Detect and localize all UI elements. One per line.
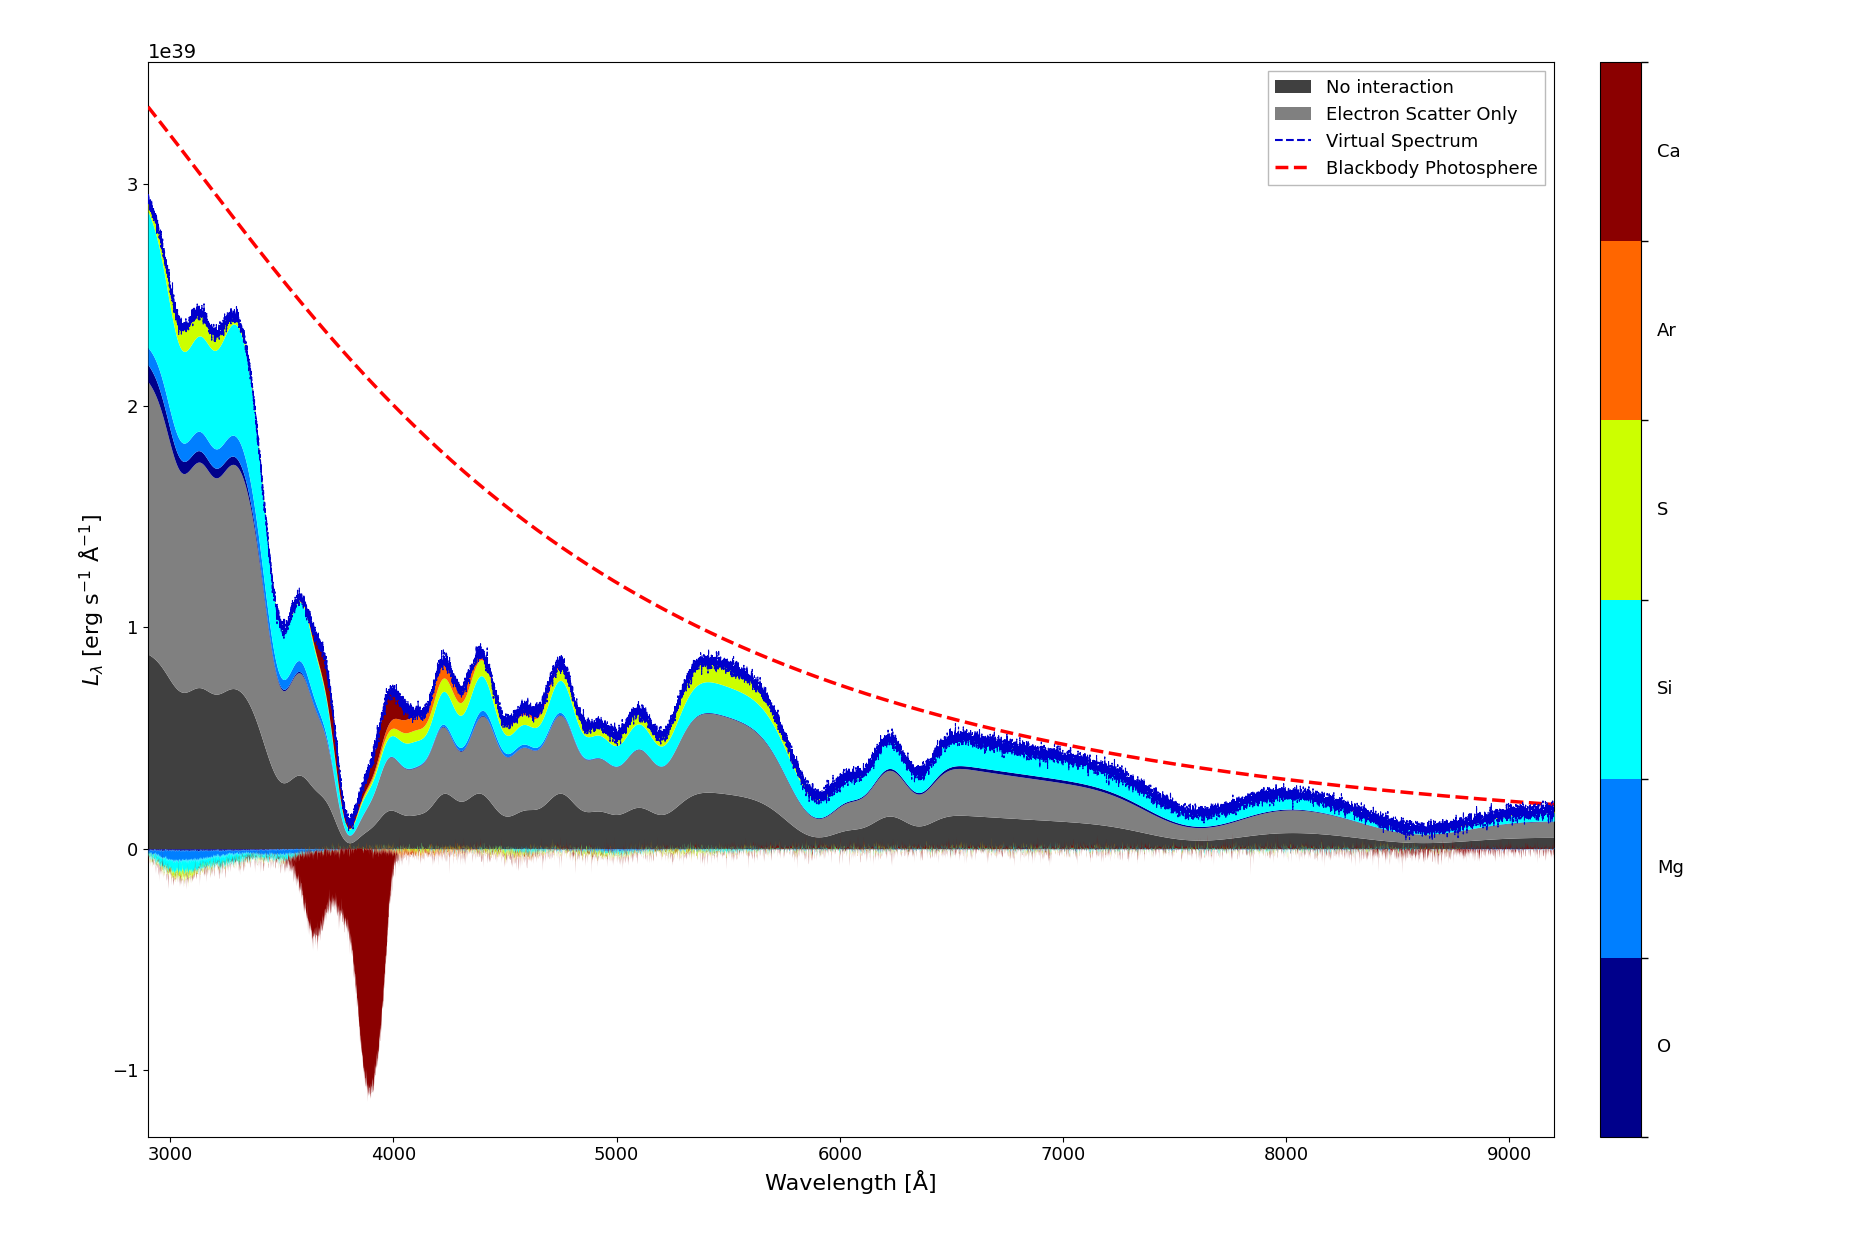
- Text: O: O: [1658, 1038, 1671, 1057]
- Text: S: S: [1658, 501, 1669, 520]
- Legend: No interaction, Electron Scatter Only, Virtual Spectrum, Blackbody Photosphere: No interaction, Electron Scatter Only, V…: [1267, 71, 1545, 185]
- Text: Ca: Ca: [1658, 142, 1682, 161]
- Text: Mg: Mg: [1658, 859, 1684, 877]
- Y-axis label: $L_{\lambda}$ [erg s$^{-1}$ Å$^{-1}$]: $L_{\lambda}$ [erg s$^{-1}$ Å$^{-1}$]: [78, 513, 105, 686]
- X-axis label: Wavelength [Å]: Wavelength [Å]: [766, 1170, 936, 1194]
- Text: Si: Si: [1658, 679, 1674, 698]
- Text: Ar: Ar: [1658, 322, 1678, 340]
